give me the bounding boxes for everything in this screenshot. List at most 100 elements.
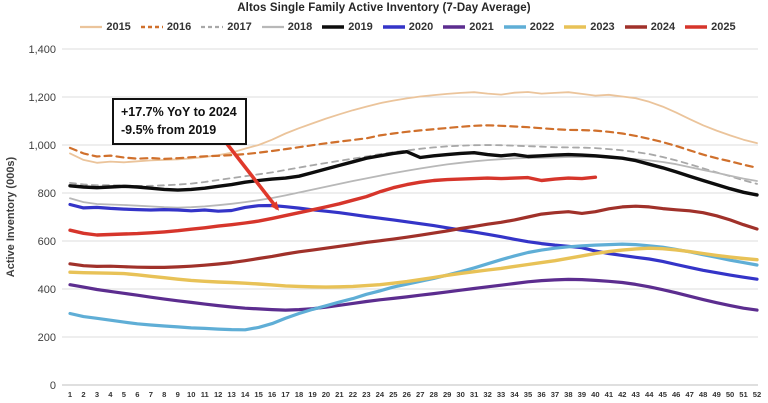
legend-swatch-2016 (140, 25, 163, 29)
x-tick-label: 49 (712, 390, 720, 399)
x-tick-label: 4 (108, 390, 113, 399)
legend-swatch-2020 (382, 25, 405, 29)
legend-swatch-2021 (443, 25, 466, 29)
legend-swatch-2019 (322, 25, 345, 29)
x-tick-label: 21 (335, 390, 344, 399)
x-tick-label: 24 (376, 390, 385, 399)
series-line-2017 (69, 144, 758, 187)
x-tick-label: 17 (281, 390, 289, 399)
x-tick-label: 8 (162, 390, 166, 399)
x-tick-label: 51 (739, 390, 748, 399)
legend-label-2024: 2024 (650, 21, 676, 33)
chart-legend: 2015 2016 2017 2018 2019 2020 2021 2022 2023 2024… (55, 21, 760, 33)
x-tick-label: 50 (726, 390, 734, 399)
x-tick-label: 19 (308, 390, 316, 399)
x-tick-label: 6 (135, 390, 139, 399)
y-tick-label: 200 (38, 332, 56, 344)
y-tick-label: 800 (38, 188, 56, 200)
x-tick-label: 20 (322, 390, 330, 399)
x-tick-label: 5 (122, 390, 127, 399)
x-tick-label: 1 (68, 390, 73, 399)
x-tick-label: 36 (537, 390, 545, 399)
legend-item-2017: 2017 (200, 21, 252, 33)
series-line-2022 (68, 242, 759, 332)
x-tick-label: 47 (685, 390, 693, 399)
y-tick-label: 600 (38, 236, 56, 248)
x-tick-label: 46 (672, 390, 680, 399)
legend-label-2018: 2018 (287, 21, 313, 33)
x-tick-label: 18 (295, 390, 303, 399)
x-tick-label: 10 (187, 390, 195, 399)
y-tick-label: 0 (50, 380, 56, 392)
x-tick-label: 29 (443, 390, 451, 399)
legend-label-2020: 2020 (408, 21, 434, 33)
x-tick-label: 40 (591, 390, 599, 399)
series-line-2015 (69, 91, 758, 164)
legend-swatch-2023 (564, 25, 587, 29)
legend-item-2021: 2021 (442, 21, 494, 33)
y-tick-label: 1,400 (28, 44, 56, 56)
series-line-2020 (68, 202, 759, 281)
legend-swatch-2024 (624, 25, 647, 29)
legend-swatch-2022 (503, 25, 526, 29)
x-tick-label: 37 (551, 390, 559, 399)
legend-label-2016: 2016 (166, 21, 192, 33)
x-tick-label: 52 (753, 390, 761, 399)
x-tick-label: 41 (605, 390, 614, 399)
legend-swatch-2018 (261, 25, 284, 29)
x-tick-label: 9 (176, 390, 180, 399)
legend-item-2019: 2019 (321, 21, 373, 33)
y-tick-label: 1,000 (28, 140, 56, 152)
x-tick-label: 16 (268, 390, 276, 399)
annotation-callout: +17.7% YoY to 2024 -9.5% from 2019 (112, 98, 247, 146)
x-tick-label: 7 (149, 390, 153, 399)
y-tick-label: 1,200 (28, 92, 56, 104)
series-line-2023 (68, 246, 759, 289)
x-tick-label: 45 (658, 390, 667, 399)
legend-label-2017: 2017 (227, 21, 252, 33)
legend-item-2015: 2015 (79, 21, 131, 33)
series-line-2019 (68, 149, 759, 197)
annotation-arrow (222, 138, 280, 211)
y-axis-title: Active Inventory (000s) (5, 156, 17, 277)
x-tick-label: 14 (241, 390, 250, 399)
legend-item-2022: 2022 (503, 21, 554, 33)
x-tick-label: 33 (497, 390, 505, 399)
x-tick-label: 31 (470, 390, 479, 399)
legend-item-2023: 2023 (563, 21, 615, 33)
series-line-2024 (68, 204, 759, 269)
series-line-2016 (68, 124, 759, 169)
x-tick-label: 13 (227, 390, 235, 399)
legend-label-2019: 2019 (348, 21, 373, 33)
x-tick-label: 26 (403, 390, 411, 399)
legend-label-2022: 2022 (529, 21, 555, 33)
x-tick-label: 11 (201, 390, 210, 399)
x-tick-label: 38 (564, 390, 572, 399)
y-tick-label: 400 (38, 284, 56, 296)
legend-item-2020: 2020 (382, 21, 433, 33)
legend-item-2024: 2024 (624, 21, 675, 33)
legend-swatch-2017 (201, 25, 224, 29)
x-tick-label: 35 (524, 390, 533, 399)
series-line-2018 (69, 155, 758, 209)
legend-label-2023: 2023 (590, 21, 615, 33)
series-line-2021 (68, 277, 759, 312)
x-tick-label: 32 (483, 390, 491, 399)
annotation-line-2: -9.5% from 2019 (121, 123, 217, 138)
legend-label-2015: 2015 (106, 21, 131, 33)
x-tick-label: 28 (429, 390, 437, 399)
x-tick-label: 39 (578, 390, 586, 399)
legend-item-2025: 2025 (684, 21, 736, 33)
legend-swatch-2015 (80, 25, 103, 29)
x-tick-label: 30 (456, 390, 464, 399)
x-tick-label: 12 (214, 390, 222, 399)
x-tick-label: 34 (510, 390, 519, 399)
annotation-line-1: +17.7% YoY to 2024 (121, 105, 237, 119)
x-tick-label: 3 (95, 390, 99, 399)
legend-item-2018: 2018 (261, 21, 312, 33)
x-tick-label: 2 (81, 390, 85, 399)
x-tick-label: 42 (618, 390, 626, 399)
legend-item-2016: 2016 (140, 21, 191, 33)
